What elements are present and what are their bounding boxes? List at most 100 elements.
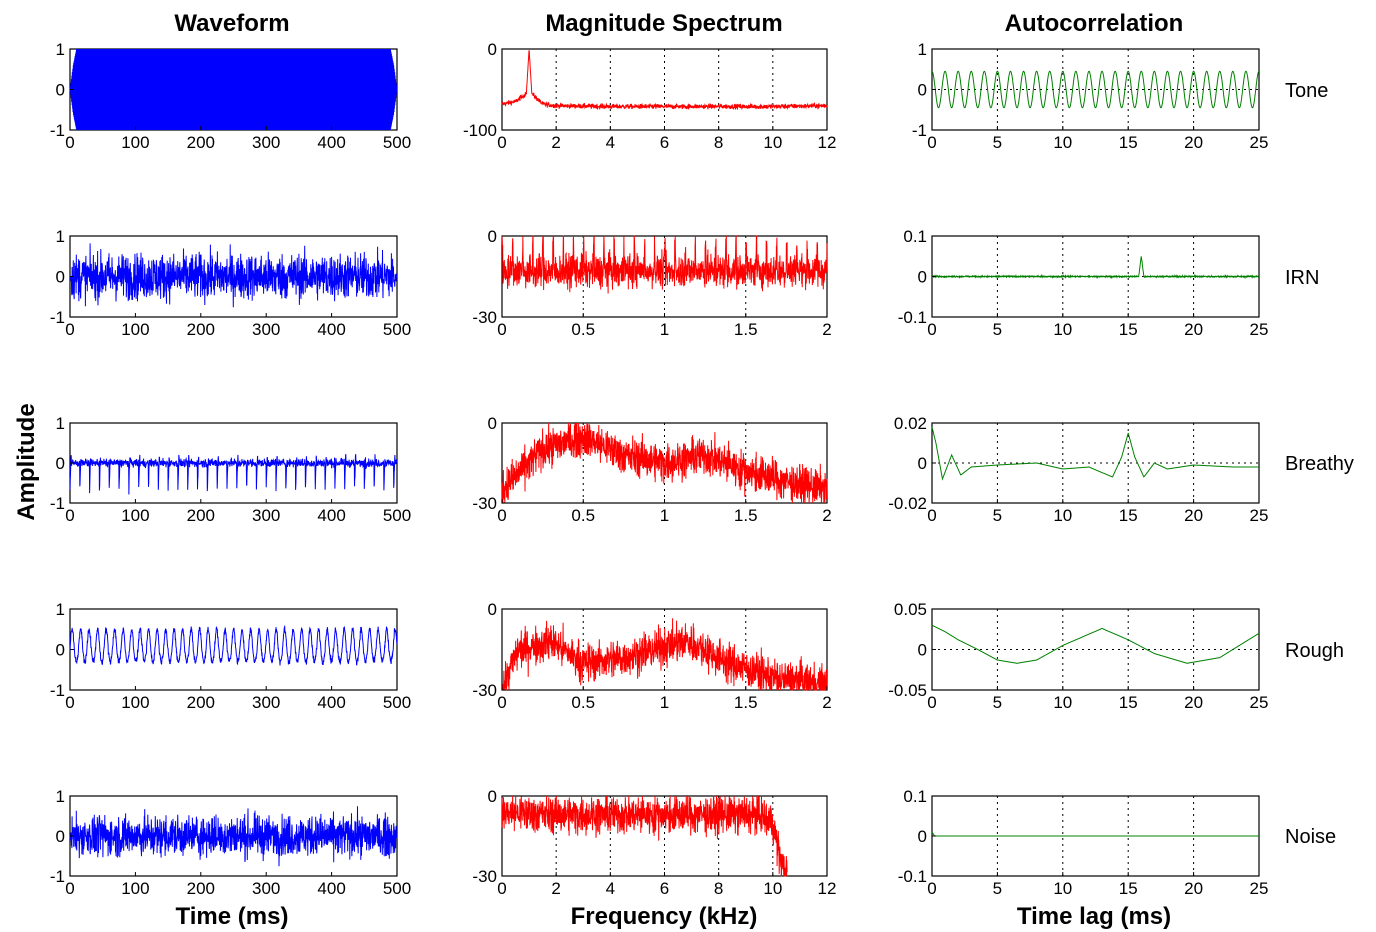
x-axis-label-frequency: Frequency (kHz) — [571, 903, 758, 930]
x-tick-label: 500 — [383, 320, 411, 339]
x-tick-label: 0 — [927, 693, 936, 712]
x-tick-label: 400 — [317, 693, 345, 712]
y-tick-label: -1 — [50, 867, 65, 886]
x-tick-label: 1.5 — [734, 693, 758, 712]
x-tick-label: 100 — [121, 693, 149, 712]
x-tick-label: 4 — [606, 879, 615, 898]
series-line — [502, 618, 828, 691]
x-tick-label: 6 — [660, 133, 669, 152]
x-tick-label: 1.5 — [734, 506, 758, 525]
x-tick-label: 25 — [1250, 506, 1269, 525]
x-tick-label: 1 — [660, 506, 669, 525]
series-line — [69, 243, 398, 308]
x-tick-label: 0 — [927, 320, 936, 339]
x-tick-label: 15 — [1119, 133, 1138, 152]
x-tick-label: 0 — [65, 320, 74, 339]
x-tick-label: 0.5 — [571, 320, 595, 339]
x-tick-label: 25 — [1250, 133, 1269, 152]
x-tick-label: 1 — [660, 693, 669, 712]
x-tick-label: 500 — [383, 693, 411, 712]
y-tick-label: 0 — [918, 641, 927, 660]
series-line — [931, 426, 1259, 481]
y-tick-label: 1 — [56, 787, 65, 806]
x-tick-label: 15 — [1119, 879, 1138, 898]
x-tick-label: 400 — [317, 133, 345, 152]
y-tick-label: 0.05 — [894, 600, 927, 619]
x-tick-label: 0.5 — [571, 693, 595, 712]
y-tick-label: -1 — [50, 308, 65, 327]
series-line — [501, 50, 828, 111]
x-tick-label: 5 — [993, 693, 1002, 712]
x-tick-label: 0 — [65, 506, 74, 525]
x-tick-label: 0 — [497, 506, 506, 525]
x-tick-label: 0 — [927, 879, 936, 898]
x-tick-label: 0 — [927, 506, 936, 525]
series-line — [501, 235, 828, 294]
x-tick-label: 10 — [1053, 879, 1072, 898]
y-tick-label: -0.1 — [898, 867, 927, 886]
x-tick-label: 20 — [1184, 133, 1203, 152]
x-tick-label: 20 — [1184, 320, 1203, 339]
series-line — [931, 256, 1260, 280]
x-tick-label: 5 — [993, 506, 1002, 525]
y-tick-label: -0.02 — [888, 494, 927, 513]
x-tick-label: 12 — [818, 133, 837, 152]
row-label-breathy: Breathy — [1285, 453, 1354, 475]
x-tick-label: 100 — [121, 879, 149, 898]
x-tick-label: 400 — [317, 320, 345, 339]
x-tick-label: 0 — [497, 320, 506, 339]
x-tick-label: 8 — [714, 133, 723, 152]
x-tick-label: 5 — [993, 320, 1002, 339]
column-title-autocorrelation: Autocorrelation — [1005, 10, 1184, 37]
panel-rough-autocorrelation: 0 5 10 15 20 250.050-0.05 — [888, 600, 1268, 712]
y-tick-label: 0 — [56, 827, 65, 846]
x-tick-label: 20 — [1184, 693, 1203, 712]
y-tick-label: 0 — [918, 268, 927, 287]
x-tick-label: 0 — [65, 133, 74, 152]
x-tick-label: 200 — [187, 879, 215, 898]
x-tick-label: 100 — [121, 133, 149, 152]
x-tick-label: 0 — [65, 879, 74, 898]
x-tick-label: 2 — [551, 133, 560, 152]
y-tick-label: 0.1 — [903, 227, 927, 246]
x-tick-label: 0 — [497, 879, 506, 898]
x-tick-label: 300 — [252, 693, 280, 712]
x-tick-label: 200 — [187, 320, 215, 339]
x-tick-label: 25 — [1250, 693, 1269, 712]
x-tick-label: 400 — [317, 879, 345, 898]
y-tick-label: -0.05 — [888, 681, 927, 700]
y-tick-label: 0 — [918, 454, 927, 473]
y-tick-label: 1 — [56, 227, 65, 246]
y-tick-label: 0 — [56, 454, 65, 473]
y-tick-label: -1 — [50, 494, 65, 513]
x-tick-label: 300 — [252, 320, 280, 339]
x-tick-label: 10 — [1053, 320, 1072, 339]
y-tick-label: -0.1 — [898, 308, 927, 327]
row-label-irn: IRN — [1285, 267, 1319, 289]
y-tick-label: -100 — [463, 121, 497, 140]
x-tick-label: 10 — [763, 879, 782, 898]
x-tick-label: 10 — [1053, 506, 1072, 525]
series-line — [69, 625, 398, 666]
column-title-waveform: Waveform — [174, 10, 289, 37]
x-tick-label: 5 — [993, 133, 1002, 152]
x-tick-label: 0 — [927, 133, 936, 152]
y-tick-label: -30 — [472, 681, 497, 700]
row-label-tone: Tone — [1285, 80, 1328, 102]
x-tick-label: 2 — [822, 506, 831, 525]
panel-breathy-spectrum: 0 0.5 1 1.5 20-30 — [472, 414, 831, 525]
panel-irn-autocorrelation: 0 5 10 15 20 250.10-0.1 — [898, 227, 1269, 339]
x-tick-label: 5 — [993, 879, 1002, 898]
series-line — [69, 806, 398, 867]
panel-breathy-autocorrelation: 0 5 10 15 20 250.020-0.02 — [888, 414, 1268, 525]
x-tick-label: 200 — [187, 506, 215, 525]
y-tick-label: -30 — [472, 494, 497, 513]
y-tick-label: -1 — [50, 121, 65, 140]
series-line — [501, 422, 828, 504]
y-tick-label: 1 — [56, 414, 65, 433]
x-tick-label: 2 — [822, 320, 831, 339]
x-tick-label: 10 — [1053, 133, 1072, 152]
y-tick-label: -1 — [912, 121, 927, 140]
